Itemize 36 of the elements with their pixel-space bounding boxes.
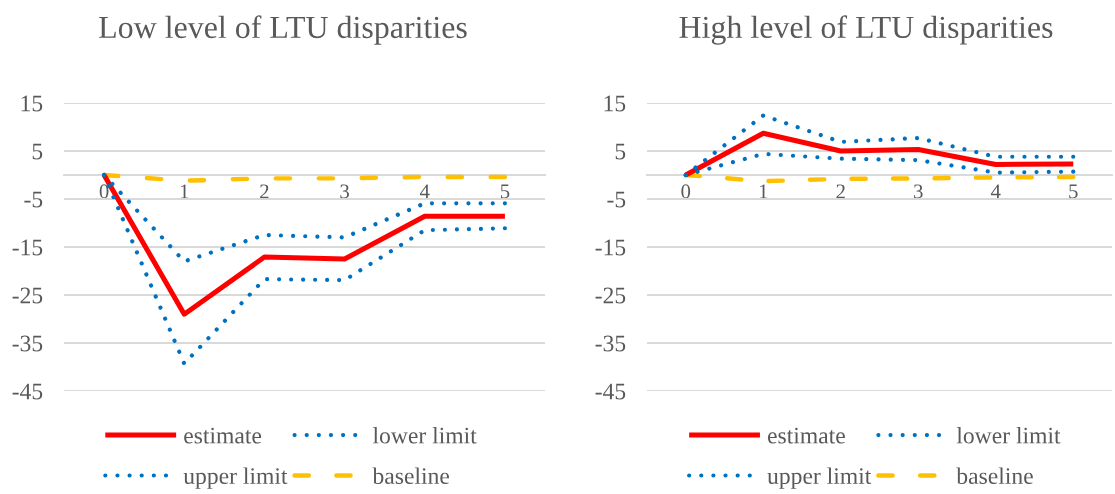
y-tick-label: -45 — [12, 383, 43, 400]
x-tick-label: 1 — [180, 184, 189, 199]
y-tick-label: -35 — [595, 335, 626, 352]
x-tick-label: 1 — [759, 184, 768, 199]
x-tick-label: 3 — [340, 184, 349, 199]
legend-label: upper limit — [183, 467, 288, 489]
legend-label: baseline — [956, 467, 1033, 485]
x-tick-label: 2 — [836, 184, 845, 199]
y-tick-label: -15 — [12, 239, 43, 256]
legend-label: estimate — [184, 427, 262, 444]
y-tick-label: -15 — [595, 239, 626, 256]
x-tick-label: 0 — [681, 184, 691, 199]
y-tick-label: -35 — [12, 335, 43, 352]
y-tick-label: -25 — [12, 287, 43, 304]
chart-title: High level of LTU disparities — [679, 15, 1053, 45]
legend-label: lower limit — [372, 426, 477, 444]
x-tick-label: 4 — [990, 184, 1001, 199]
y-tick-label: 15 — [21, 95, 43, 112]
legend-label: baseline — [372, 467, 450, 485]
x-tick-label: 0 — [99, 184, 109, 199]
x-tick-label: 2 — [260, 184, 269, 199]
x-tick-label: 5 — [1069, 184, 1078, 199]
y-tick-label: -45 — [595, 383, 626, 400]
y-tick-label: 5 — [32, 143, 43, 160]
y-tick-label: -5 — [607, 191, 626, 208]
x-tick-label: 3 — [914, 184, 923, 199]
y-tick-label: 15 — [604, 95, 626, 112]
y-tick-label: -5 — [24, 191, 43, 208]
y-tick-label: -25 — [595, 287, 626, 304]
legend-label: upper limit — [767, 467, 872, 489]
x-tick-label: 5 — [500, 184, 510, 199]
legend-label: estimate — [767, 427, 845, 444]
chart-title: Low level of LTU disparities — [99, 15, 467, 45]
legend-label: lower limit — [956, 426, 1061, 444]
x-tick-label: 4 — [419, 184, 430, 199]
y-tick-label: 5 — [615, 143, 626, 160]
